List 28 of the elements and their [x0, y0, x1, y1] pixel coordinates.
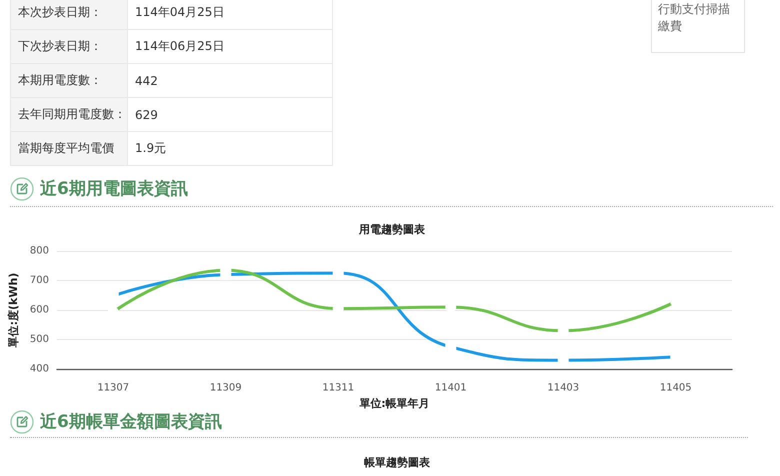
x-tick-label: 11401 — [434, 382, 467, 394]
text: 本期用電度數： — [10, 64, 128, 98]
text: 本次抄表日期： — [10, 0, 128, 30]
text: 近6期用電圖表資訊 — [40, 178, 188, 200]
text: 帳單趨勢圖表 — [364, 455, 430, 470]
x-tick-label: 11311 — [322, 382, 354, 394]
y-tick-label: 600 — [30, 304, 49, 316]
y-tick-label: 700 — [30, 275, 49, 286]
text: 114年06月25日 — [128, 30, 332, 64]
text: 442 — [128, 64, 332, 98]
y-tick-label: 800 — [30, 246, 49, 256]
text: 1.9元 — [128, 132, 332, 166]
text: 629 — [128, 98, 332, 132]
y-axis-title: 單位:度(kWh) — [7, 272, 20, 348]
x-tick-label: 11405 — [660, 382, 692, 394]
y-tick-label: 500 — [30, 334, 49, 346]
text: 當期每度平均電價 — [10, 132, 128, 166]
x-tick-label: 11307 — [97, 382, 130, 394]
text: 下次抄表日期： — [10, 30, 128, 64]
x-axis-title: 單位:帳單年月 — [358, 397, 430, 410]
x-tick-label: 11403 — [547, 382, 580, 394]
text: 近6期帳單金額圖表資訊 — [40, 411, 222, 433]
x-tick-label: 11309 — [210, 382, 242, 394]
text: 行動支付掃描繳費 — [658, 1, 731, 35]
text: 114年04月25日 — [128, 0, 332, 30]
text: 去年同期用電度數： — [10, 98, 128, 132]
y-tick-label: 400 — [30, 364, 49, 375]
chart-title: 用電趨勢圖表 — [358, 223, 426, 236]
